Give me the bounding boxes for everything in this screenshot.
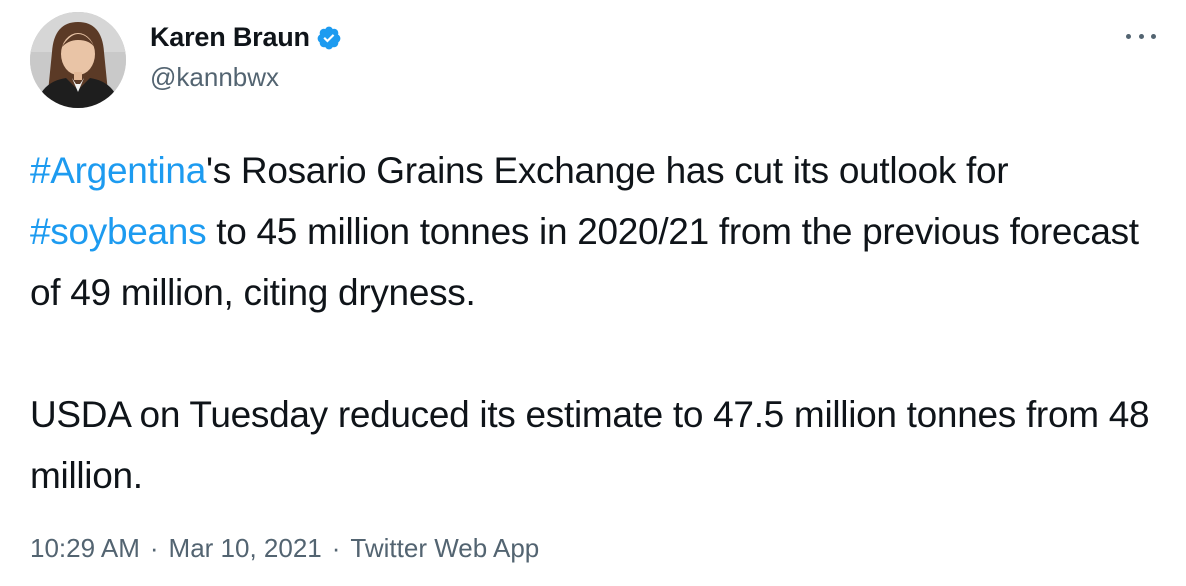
meta-separator: · — [331, 533, 341, 563]
meta-separator: · — [149, 533, 159, 563]
author-name-row[interactable]: Karen Braun — [150, 22, 342, 53]
author-handle[interactable]: @kannbwx — [150, 62, 280, 92]
hashtag-link[interactable]: #soybeans — [30, 211, 207, 252]
avatar-image — [30, 12, 126, 108]
display-name[interactable]: Karen Braun — [150, 22, 310, 52]
tweet-text-segment: to 45 million tonnes in 2020/21 from the… — [30, 211, 1139, 313]
tweet-source[interactable]: Twitter Web App — [350, 533, 540, 563]
tweet-metadata: 10:29 AM · Mar 10, 2021 · Twitter Web Ap… — [30, 533, 539, 564]
more-horizontal-icon[interactable] — [1126, 26, 1156, 46]
tweet-text-segment: 's Rosario Grains Exchange has cut its o… — [205, 150, 1009, 191]
tweet-text: #Argentina's Rosario Grains Exchange has… — [30, 140, 1160, 506]
verified-badge-icon — [316, 25, 342, 51]
tweet-paragraph: #Argentina's Rosario Grains Exchange has… — [30, 140, 1160, 323]
tweet-paragraph: USDA on Tuesday reduced its estimate to … — [30, 384, 1160, 506]
hashtag-link[interactable]: #Argentina — [30, 150, 206, 191]
tweet-date[interactable]: Mar 10, 2021 — [168, 533, 322, 563]
tweet-timestamp[interactable]: 10:29 AM — [30, 533, 140, 563]
tweet-text-segment: USDA on Tuesday reduced its estimate to … — [30, 394, 1150, 496]
avatar[interactable] — [30, 12, 126, 108]
